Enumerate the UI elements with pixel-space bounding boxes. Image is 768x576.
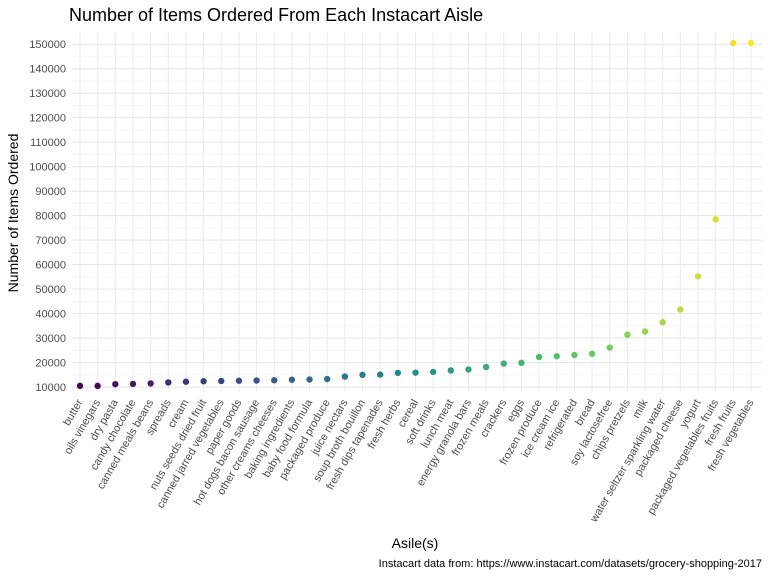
y-tick-label: 110000 (30, 137, 66, 149)
caption: Instacart data from: https://www.instaca… (379, 558, 762, 570)
data-point (553, 353, 560, 360)
grid (72, 32, 762, 392)
y-tick-label: 70000 (35, 235, 66, 247)
data-point (747, 39, 755, 47)
y-tick-label: 90000 (35, 186, 66, 198)
data-point (500, 360, 507, 367)
data-point (94, 382, 101, 390)
y-tick-label: 150000 (29, 39, 66, 51)
data-point (376, 371, 384, 378)
data-points (76, 39, 755, 390)
data-point (588, 350, 596, 357)
data-point (235, 377, 243, 384)
data-point (694, 273, 702, 280)
data-point (76, 382, 84, 390)
data-point (429, 368, 437, 376)
data-point (359, 371, 366, 379)
y-tick-label: 120000 (29, 113, 66, 125)
data-point (518, 359, 525, 367)
data-point (659, 319, 666, 326)
data-point (200, 378, 207, 385)
data-point (341, 373, 349, 380)
y-tick-label: 60000 (35, 260, 66, 272)
data-point (606, 344, 613, 351)
y-axis-title: Number of Items Ordered (5, 134, 21, 293)
y-tick-label: 10000 (35, 382, 66, 394)
y-axis-ticks: 10000 20000 30000 40000 50000 60000 70000 80000… (29, 39, 66, 394)
y-tick-label: 80000 (35, 211, 66, 223)
data-point (129, 380, 137, 388)
data-point (218, 377, 225, 385)
data-point (677, 306, 684, 313)
data-point (271, 377, 278, 384)
data-point (165, 379, 172, 386)
data-point (712, 216, 719, 223)
data-point (182, 378, 190, 385)
y-tick-label: 50000 (35, 284, 66, 296)
y-tick-label: 130000 (29, 88, 66, 100)
y-tick-label: 100000 (29, 162, 66, 174)
data-point (288, 376, 296, 383)
data-point (412, 369, 419, 376)
y-tick-label: 20000 (35, 358, 66, 370)
data-point (465, 366, 472, 373)
y-tick-label: 30000 (35, 333, 66, 345)
y-tick-label: 140000 (29, 64, 66, 76)
data-point (253, 377, 260, 384)
y-tick-label: 40000 (35, 309, 66, 321)
data-point (730, 39, 737, 47)
data-point (535, 353, 543, 361)
data-point (112, 380, 119, 388)
data-point (394, 369, 402, 377)
data-point (482, 363, 490, 371)
data-point (306, 376, 313, 383)
chart-title: Number of Items Ordered From Each Instac… (69, 5, 483, 25)
data-point (447, 367, 455, 374)
data-point (571, 351, 578, 359)
data-point (641, 328, 649, 335)
data-point (624, 331, 631, 338)
data-point (324, 375, 331, 383)
data-point (147, 380, 154, 387)
x-axis-title: Asile(s) (392, 535, 439, 551)
